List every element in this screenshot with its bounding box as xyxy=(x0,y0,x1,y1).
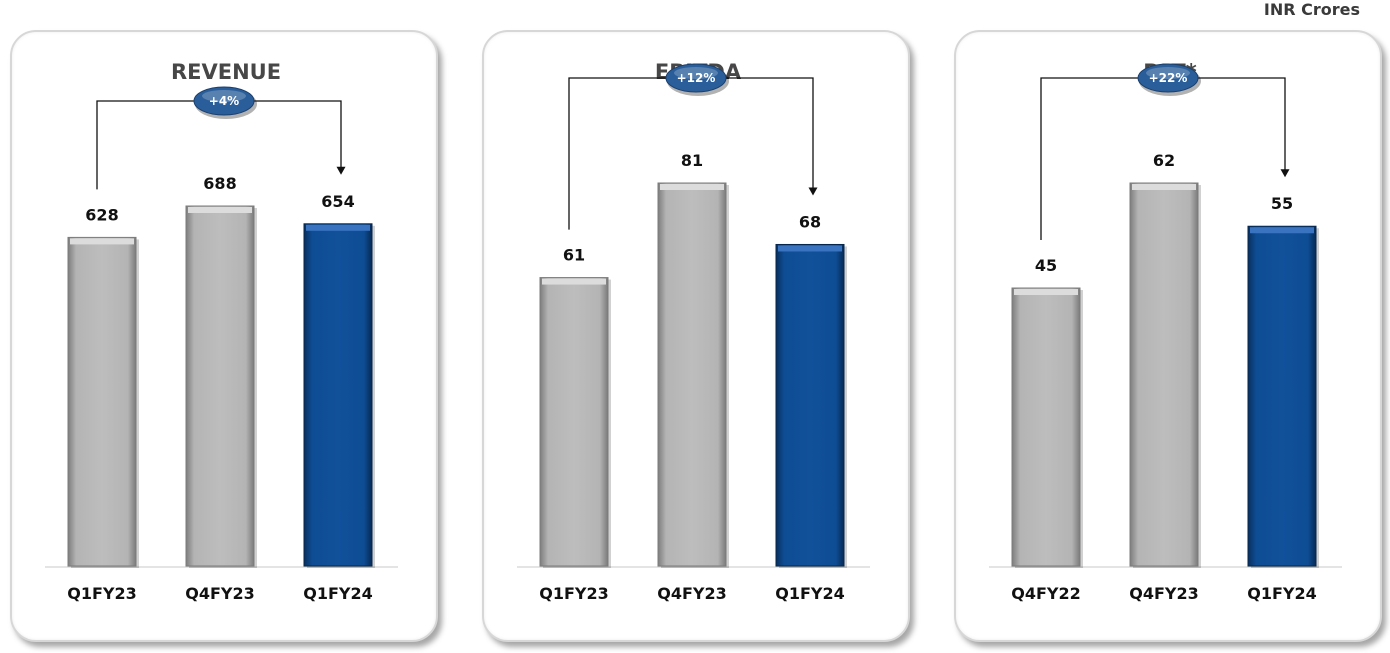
bar-top-highlight-q1fy24 xyxy=(306,224,370,231)
bar-top-highlight-q1fy23 xyxy=(70,238,134,245)
category-label-q1fy24: Q1FY24 xyxy=(303,584,373,603)
bar-q4fy23 xyxy=(1129,182,1199,567)
growth-label: +4% xyxy=(209,94,239,108)
bar-top-highlight-q4fy23 xyxy=(188,207,252,213)
bar-top-highlight-q1fy24 xyxy=(1250,227,1314,234)
category-label-q4fy22: Q4FY22 xyxy=(1011,584,1081,603)
bar-top-highlight-q4fy23 xyxy=(660,184,724,190)
bar-q1fy24 xyxy=(775,243,845,567)
category-label-q1fy24: Q1FY24 xyxy=(1247,584,1317,603)
value-label-q4fy23: 81 xyxy=(681,151,703,170)
chart-title: REVENUE xyxy=(171,60,281,84)
ebitda-chart-panel: EBITDA61Q1FY2381Q4FY2368Q1FY24+12% xyxy=(482,30,910,642)
value-label-q4fy23: 62 xyxy=(1153,151,1175,170)
growth-badge-gloss xyxy=(1146,67,1190,79)
growth-label: +12% xyxy=(677,71,716,85)
growth-arrowhead xyxy=(336,166,346,175)
bar-q4fy23 xyxy=(185,205,255,567)
value-label-q4fy23: 688 xyxy=(203,174,236,193)
category-label-q4fy23: Q4FY23 xyxy=(1129,584,1199,603)
bar-q1fy23 xyxy=(539,277,609,567)
growth-badge xyxy=(665,63,727,93)
revenue-chart: REVENUE 628 Q1FY23 688 Q4FY23 654 Q1FY24 +4% xyxy=(45,60,398,603)
category-label-q1fy24: Q1FY24 xyxy=(775,584,845,603)
bar-top-highlight-q4fy22 xyxy=(1014,289,1078,296)
value-label-q1fy23: 61 xyxy=(563,246,585,265)
growth-badge-gloss xyxy=(674,67,718,79)
unit-label: INR Crores xyxy=(1263,0,1360,19)
bar-top-highlight-q1fy24 xyxy=(778,245,842,252)
value-label-q1fy24: 654 xyxy=(321,192,354,211)
value-label-q4fy22: 45 xyxy=(1035,256,1057,275)
bar-q1fy24 xyxy=(1247,225,1317,567)
value-label-q1fy24: 55 xyxy=(1271,194,1293,213)
ebitda-chart: EBITDA61Q1FY2381Q4FY2368Q1FY24+12% xyxy=(517,60,870,603)
category-label-q1fy23: Q1FY23 xyxy=(539,584,609,603)
bar-q1fy24 xyxy=(303,223,373,567)
bar-q4fy22 xyxy=(1011,287,1081,567)
growth-badge xyxy=(193,86,255,116)
value-label-q1fy24: 68 xyxy=(799,212,821,231)
bar-q4fy23 xyxy=(657,182,727,567)
bar-top-highlight-q1fy23 xyxy=(542,278,606,285)
growth-arrowhead xyxy=(808,187,818,196)
category-label-q4fy23: Q4FY23 xyxy=(657,584,727,603)
growth-label: +22% xyxy=(1149,71,1188,85)
category-label-q1fy23: Q1FY23 xyxy=(67,584,137,603)
bar-q1fy23 xyxy=(67,236,137,567)
growth-badge xyxy=(1137,63,1199,93)
growth-badge-gloss xyxy=(202,90,246,102)
value-label-q1fy23: 628 xyxy=(85,205,118,224)
bar-top-highlight-q4fy23 xyxy=(1132,184,1196,190)
growth-arrowhead xyxy=(1280,169,1290,178)
category-label-q4fy23: Q4FY23 xyxy=(185,584,255,603)
revenue-chart-panel: REVENUE 628 Q1FY23 688 Q4FY23 654 Q1FY24 +4% xyxy=(10,30,438,642)
